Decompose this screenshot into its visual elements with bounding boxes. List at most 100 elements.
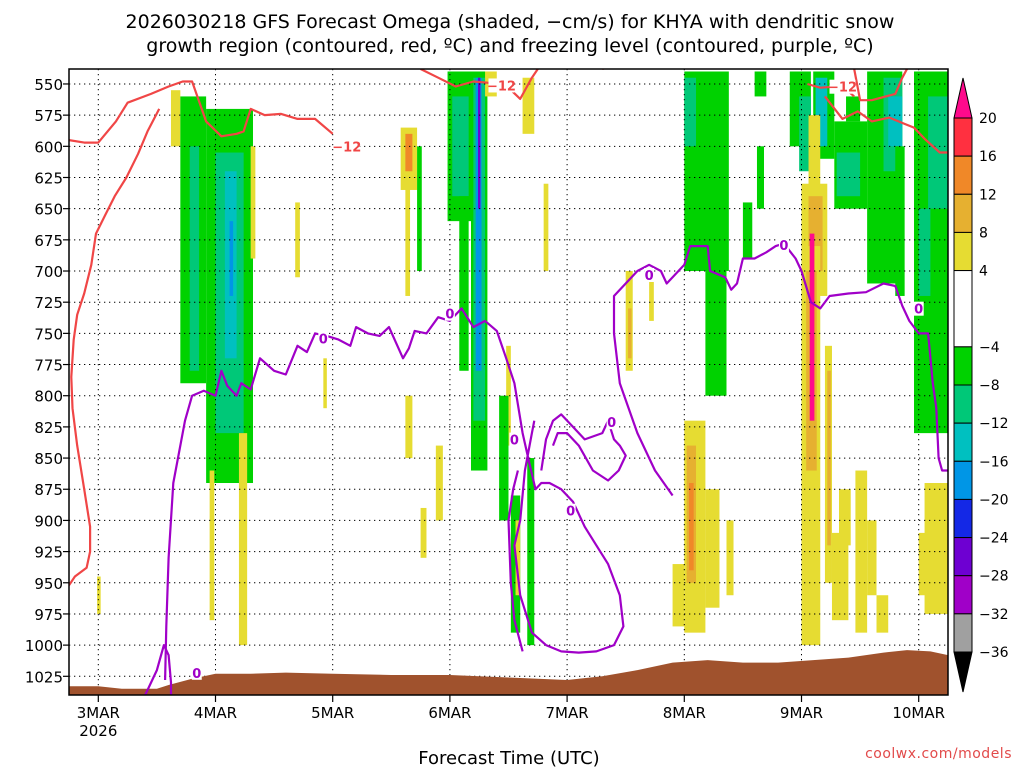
x-tick-label-3MAR: 3MAR — [77, 704, 120, 722]
colorbar-band-2 — [953, 193, 973, 233]
colorbar-label-7: −12 — [979, 416, 1009, 432]
freezing-contour-label-bg-2 — [444, 306, 455, 321]
omega-cell-60 — [888, 96, 903, 147]
omega-cell-11 — [295, 202, 300, 278]
colorbar-top-arrow — [953, 77, 973, 119]
y-tick-label-550: 550 — [34, 76, 63, 94]
omega-cell-73 — [895, 146, 905, 296]
colorbar-label-10: −24 — [979, 531, 1009, 547]
y-tick-label-825: 825 — [34, 419, 63, 437]
omega-cell-38 — [672, 564, 685, 627]
y-tick-label-1025: 1025 — [25, 668, 63, 686]
omega-cell-70 — [855, 470, 868, 633]
omega-cell-29 — [543, 183, 549, 272]
x-tick-label-9MAR: 9MAR — [780, 704, 823, 722]
x-tick-label-5MAR: 5MAR — [311, 704, 354, 722]
x-tick-label-8MAR: 8MAR — [663, 704, 706, 722]
omega-cell-15 — [405, 177, 411, 296]
colorbar-label-12: −32 — [979, 607, 1009, 623]
omega-cell-45 — [684, 77, 697, 147]
dgz-contour-label-1: −12 — [487, 79, 516, 94]
x-tick-label-4MAR: 4MAR — [194, 704, 237, 722]
colorbar-label-11: −28 — [979, 569, 1009, 585]
y-tick-label-600: 600 — [34, 138, 63, 156]
freezing-contour-label-bg-3 — [509, 432, 520, 447]
freezing-contour-label-bg-8 — [913, 301, 924, 316]
omega-cell-28 — [522, 77, 535, 134]
dgz-contour-line-1 — [420, 69, 539, 100]
omega-cell-69 — [839, 489, 851, 546]
omega-cell-57 — [846, 96, 861, 122]
y-tick-label-575: 575 — [34, 107, 63, 125]
freezing-contour-label-bg-0 — [191, 665, 202, 680]
colorbar-label-2: 12 — [979, 187, 997, 203]
colorbar-band-10 — [953, 537, 973, 577]
colorbar-band-8 — [953, 460, 973, 500]
terrain — [69, 650, 948, 695]
omega-cell-68 — [831, 532, 849, 621]
colorbar-label-1: 16 — [979, 149, 997, 165]
omega-cell-75 — [928, 96, 948, 209]
omega-cell-8 — [250, 146, 256, 259]
y-tick-label-700: 700 — [34, 263, 63, 281]
dgz-contour-label-bg-2 — [829, 79, 856, 94]
omega-cell-7 — [229, 221, 234, 296]
omega-cell-53 — [815, 77, 828, 147]
terrain-fill — [69, 650, 948, 695]
y-tick-label-725: 725 — [34, 294, 63, 312]
dgz-contour-line-6 — [69, 108, 161, 586]
freezing-contour-label-2: 0 — [445, 308, 454, 323]
colorbar-band-7 — [953, 422, 973, 462]
freezing-contour-label-7: 0 — [779, 239, 788, 254]
y-tick-label-775: 775 — [34, 357, 63, 375]
omega-cell-71 — [867, 520, 877, 596]
colorbar-label-6: −8 — [979, 378, 1000, 394]
omega-cell-47 — [742, 202, 753, 259]
dgz-contour-label-bg-0 — [333, 139, 360, 154]
omega-cell-56 — [836, 152, 861, 197]
chart-title-line-2: growth region (contoured, red, ºC) and f… — [146, 35, 873, 57]
omega-cell-72 — [876, 595, 889, 633]
omega-cell-37 — [649, 271, 654, 321]
chart-title-line-1: 2026030218 GFS Forecast Omega (shaded, −… — [126, 11, 895, 33]
omega-cell-41 — [688, 483, 694, 571]
omega-cell-54 — [808, 115, 821, 234]
omega-cell-48 — [754, 71, 767, 97]
freezing-contour-label-8: 0 — [914, 303, 923, 318]
omega-cell-14 — [405, 133, 413, 172]
dgz-contour-line-0 — [69, 80, 334, 144]
freezing-contour-label-4: 0 — [566, 505, 575, 520]
freezing-contour-line-2 — [507, 470, 524, 652]
colorbar-label-13: −36 — [979, 645, 1009, 661]
y-tick-label-625: 625 — [34, 169, 63, 187]
dgz-contour-line-5 — [824, 95, 948, 154]
freezing-contour-line-3 — [540, 413, 627, 482]
colorbar-label-3: 8 — [979, 225, 988, 241]
colorbar-label-5: −4 — [979, 340, 1000, 356]
y-tick-label-1000: 1000 — [25, 637, 63, 655]
freezing-contour-label-6: 0 — [645, 269, 654, 284]
omega-cell-51 — [799, 96, 811, 172]
freezing-contour-label-bg-5 — [606, 415, 617, 430]
dgz-contour-label-2: −12 — [828, 81, 857, 96]
dgz-contour-line-2 — [602, 69, 606, 71]
x-tick-label-7MAR: 7MAR — [546, 704, 589, 722]
credit-text: coolwx.com/models — [865, 746, 1012, 762]
colorbar-label-9: −20 — [979, 492, 1009, 508]
omega-cell-17 — [405, 395, 413, 459]
x-tick-label-10MAR: 10MAR — [892, 704, 945, 722]
freezing-contour-label-5: 0 — [607, 416, 616, 431]
omega-cell-42 — [705, 489, 720, 608]
omega-cell-10 — [238, 433, 248, 646]
colorbar-label-4: 4 — [979, 264, 988, 280]
colorbar-band-9 — [953, 498, 973, 539]
omega-cell-1 — [97, 576, 101, 614]
freezing-contour-line-4 — [612, 242, 948, 497]
omega-cell-77 — [924, 483, 948, 614]
colorbar-band-1 — [953, 155, 973, 195]
colorbar-band-4 — [953, 270, 973, 348]
colorbar-band-6 — [953, 384, 973, 424]
y-axis: 550 575 600 625 650 675 700 725 750 775 800 825 850 8… — [25, 76, 69, 686]
x-tick-sublabel-3MAR: 2026 — [79, 722, 117, 740]
y-tick-label-975: 975 — [34, 606, 63, 624]
